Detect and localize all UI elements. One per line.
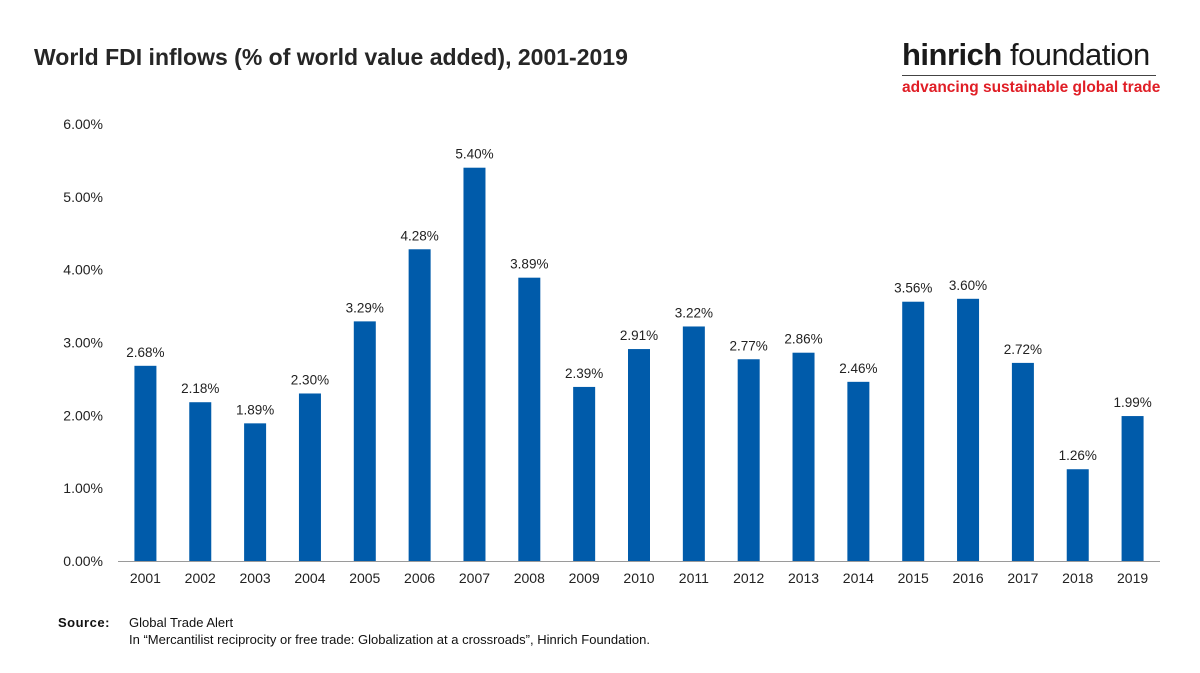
y-tick-label: 3.00%: [63, 335, 103, 351]
bar-2001: [134, 365, 157, 561]
x-tick-label: 2008: [514, 570, 545, 586]
chart-title: World FDI inflows (% of world value adde…: [34, 44, 628, 70]
bar-2017: [1011, 362, 1034, 561]
data-label-2013: 2.86%: [784, 332, 822, 347]
source-line-2: In “Mercantilist reciprocity or free tra…: [129, 632, 650, 647]
x-tick-label: 2009: [569, 570, 600, 586]
data-label-2005: 3.29%: [346, 300, 384, 315]
bar-2016: [957, 298, 980, 561]
x-tick-label: 2002: [185, 570, 216, 586]
x-tick-label: 2014: [843, 570, 874, 586]
bar-2009: [573, 386, 596, 561]
data-label-2014: 2.46%: [839, 361, 877, 376]
x-tick-label: 2001: [130, 570, 161, 586]
logo-divider: [902, 75, 1156, 76]
data-label-2019: 1.99%: [1113, 395, 1151, 410]
bar-2002: [189, 402, 212, 561]
y-tick-label: 5.00%: [63, 189, 103, 205]
x-tick-label: 2013: [788, 570, 819, 586]
data-label-2018: 1.26%: [1059, 448, 1097, 463]
logo-tagline: advancing sustainable global trade: [902, 79, 1161, 96]
y-axis: 0.00% 1.00% 2.00% 3.00% 4.00% 5.00% 6.00%: [63, 116, 103, 569]
hinrich-foundation-logo: hinrich foundation advancing sustainable…: [902, 38, 1161, 97]
source-label: Source:: [58, 615, 110, 630]
source-line-1: Global Trade Alert: [129, 615, 234, 630]
y-tick-label: 6.00%: [63, 116, 103, 132]
x-tick-label: 2004: [294, 570, 325, 586]
x-tick-label: 2019: [1117, 570, 1148, 586]
bar-2004: [298, 393, 321, 561]
logo-name-rest: foundation: [1001, 37, 1150, 72]
bar-2008: [518, 277, 541, 561]
x-tick-label: 2010: [623, 570, 654, 586]
data-label-2015: 3.56%: [894, 281, 932, 296]
data-label-2004: 2.30%: [291, 372, 329, 387]
data-label-2007: 5.40%: [455, 147, 493, 162]
data-label-2010: 2.91%: [620, 328, 658, 343]
data-label-2009: 2.39%: [565, 366, 603, 381]
bar-2011: [682, 326, 705, 561]
bar-2007: [463, 167, 486, 561]
x-tick-label: 2007: [459, 570, 490, 586]
bar-2014: [847, 381, 870, 561]
bar-2012: [737, 359, 760, 561]
x-tick-label: 2012: [733, 570, 764, 586]
x-tick-label: 2011: [679, 570, 709, 586]
x-tick-label: 2005: [349, 570, 380, 586]
x-tick-label: 2018: [1062, 570, 1093, 586]
bar-2015: [902, 301, 925, 561]
y-tick-label: 4.00%: [63, 262, 103, 278]
x-tick-label: 2003: [240, 570, 271, 586]
y-tick-label: 0.00%: [63, 553, 103, 569]
x-tick-label: 2016: [952, 570, 983, 586]
data-label-2017: 2.72%: [1004, 342, 1042, 357]
data-label-2012: 2.77%: [730, 338, 768, 353]
bars: 2.68% 2.18% 1.89% 2.30% 3.29% 4.28% 5.40% 3.89%…: [126, 147, 1152, 562]
bar-2010: [628, 349, 650, 561]
data-label-2002: 2.18%: [181, 381, 219, 396]
data-label-2008: 3.89%: [510, 257, 548, 272]
logo-name-bold: hinrich: [902, 37, 1002, 72]
bar-2003: [244, 423, 267, 561]
data-label-2016: 3.60%: [949, 278, 987, 293]
data-label-2001: 2.68%: [126, 345, 164, 360]
logo-wordmark: hinrich foundation: [902, 38, 1158, 72]
x-tick-label: 2017: [1007, 570, 1038, 586]
bar-2019: [1121, 416, 1144, 561]
data-label-2006: 4.28%: [400, 228, 438, 243]
bar-2006: [408, 249, 431, 562]
x-axis: 2001 2002 2003 2004 2005 2006 2007 2008 2009 2010…: [118, 561, 1160, 586]
y-tick-label: 1.00%: [63, 480, 103, 496]
bar-2005: [353, 321, 376, 561]
y-tick-label: 2.00%: [63, 407, 103, 423]
x-tick-label: 2006: [404, 570, 435, 586]
bar-2018: [1066, 469, 1089, 561]
x-tick-label: 2015: [898, 570, 929, 586]
data-label-2003: 1.89%: [236, 402, 274, 417]
data-label-2011: 3.22%: [675, 305, 713, 320]
bar-2013: [792, 352, 815, 561]
